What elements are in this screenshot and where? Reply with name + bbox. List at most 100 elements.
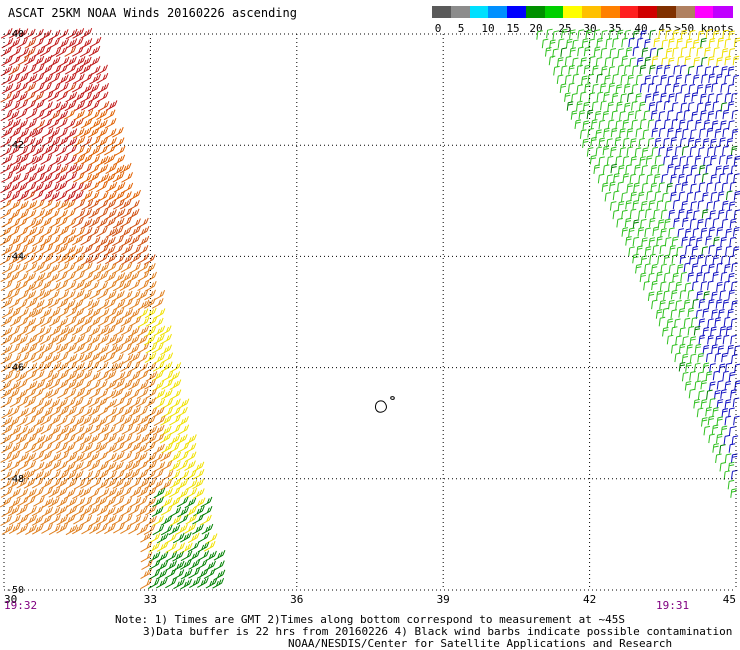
wind-barb	[40, 226, 53, 238]
wind-barb	[56, 154, 69, 165]
wind-barb	[657, 164, 665, 174]
wind-barb	[156, 541, 169, 552]
wind-barb	[696, 290, 703, 301]
wind-barb	[185, 479, 198, 491]
wind-barb	[728, 30, 735, 41]
wind-barb	[24, 308, 37, 320]
wind-barb	[728, 426, 736, 436]
wind-barb	[64, 73, 77, 84]
legend-tick-label: >50 knots	[674, 22, 734, 35]
wind-barb	[73, 91, 85, 103]
wind-barb	[678, 191, 686, 201]
wind-barb	[23, 495, 36, 507]
wind-barb	[629, 57, 636, 67]
wind-barb	[73, 513, 85, 525]
wind-barb	[128, 371, 141, 382]
wind-barb	[658, 29, 665, 39]
wind-barb	[720, 236, 727, 247]
wind-barb	[635, 263, 642, 274]
wind-barb	[137, 226, 150, 237]
wind-barb	[730, 389, 737, 399]
wind-barb	[136, 353, 149, 364]
wind-barb	[586, 147, 594, 157]
wind-barb	[723, 263, 731, 274]
wind-barb	[544, 47, 552, 57]
wind-barb	[112, 254, 125, 266]
wind-barb	[128, 424, 141, 436]
wind-barb	[129, 263, 141, 274]
wind-barb	[152, 370, 164, 382]
wind-barb	[39, 308, 52, 319]
wind-barb	[33, 243, 46, 255]
wind-barb	[9, 55, 21, 66]
wind-barb	[25, 119, 37, 130]
wind-barb	[88, 91, 101, 103]
wind-barb	[212, 578, 225, 589]
wind-barb	[696, 218, 704, 229]
wind-barb	[1, 127, 13, 138]
wind-barb	[97, 101, 110, 112]
wind-barb	[710, 155, 717, 165]
wind-barb	[651, 146, 659, 157]
wind-barb	[64, 46, 77, 57]
legend-swatch	[544, 6, 564, 18]
wind-barb	[620, 74, 628, 84]
wind-barb	[720, 83, 727, 93]
wind-barb	[700, 417, 708, 427]
wind-barb	[113, 299, 126, 311]
wind-barb	[717, 191, 725, 201]
wind-barb	[641, 237, 648, 247]
wind-barb	[64, 334, 77, 346]
wind-barb	[732, 55, 740, 66]
wind-barb	[9, 82, 22, 94]
wind-barb	[160, 450, 172, 462]
wind-barb	[696, 84, 704, 94]
wind-barb	[631, 65, 639, 75]
wind-barb	[598, 137, 606, 148]
wind-barb	[657, 219, 665, 229]
wind-barb	[648, 200, 656, 210]
wind-barb	[630, 191, 637, 202]
wind-barb	[40, 164, 53, 176]
wind-barb	[112, 496, 125, 508]
wind-barb	[55, 487, 68, 498]
wind-barb	[713, 47, 720, 57]
wind-barb	[673, 165, 681, 175]
wind-barb	[0, 397, 13, 409]
wind-barb	[81, 109, 94, 120]
wind-barb	[80, 218, 93, 230]
wind-barb	[49, 460, 62, 472]
wind-barb	[656, 271, 663, 282]
wind-barb	[96, 181, 108, 193]
wind-barb	[694, 380, 701, 391]
wind-barb	[8, 145, 21, 156]
wind-barb	[561, 28, 568, 39]
wind-barb	[722, 127, 729, 138]
wind-barb	[81, 199, 94, 211]
wind-barb	[707, 318, 714, 329]
wind-barb	[16, 477, 29, 489]
wind-barb	[569, 29, 576, 39]
wind-barb	[600, 47, 608, 58]
wind-barb	[121, 442, 133, 453]
wind-barb	[88, 326, 101, 337]
wind-barb	[145, 452, 157, 464]
wind-barb	[668, 38, 675, 48]
wind-barb	[32, 72, 45, 84]
wind-barb	[616, 101, 623, 112]
wind-barb	[727, 344, 734, 355]
wind-barb	[64, 253, 77, 264]
wind-barb	[570, 110, 578, 120]
wind-barb	[732, 397, 740, 408]
wind-barb	[104, 496, 117, 508]
wind-barb	[32, 99, 45, 111]
wind-barb	[33, 379, 46, 391]
wind-barb	[48, 200, 61, 212]
wind-barb	[9, 127, 22, 139]
wind-barb	[8, 460, 21, 471]
wind-barb	[56, 101, 69, 113]
wind-barb	[712, 217, 720, 228]
wind-barb	[96, 523, 108, 535]
wind-barb	[730, 145, 738, 156]
wind-barb	[112, 164, 125, 176]
